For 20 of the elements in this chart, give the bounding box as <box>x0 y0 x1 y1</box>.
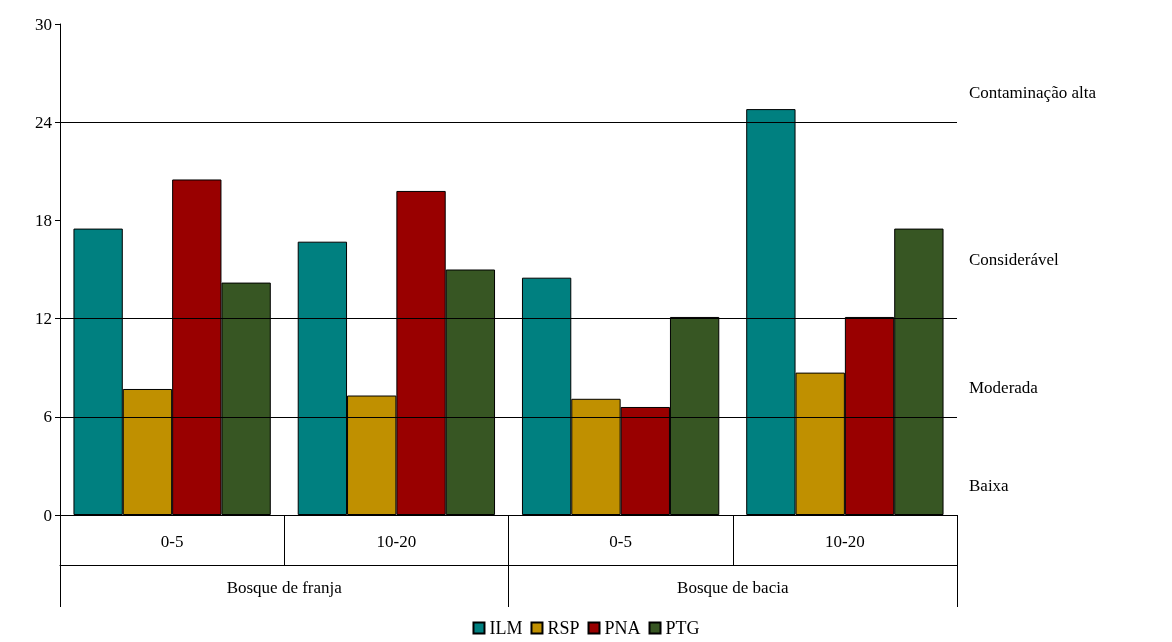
y-tick-label: 0 <box>43 505 52 525</box>
text: Moderada <box>969 377 1039 397</box>
text: Bosque de bacia <box>677 578 789 597</box>
legend-label: PNA <box>604 618 641 638</box>
text: Considerável <box>969 250 1059 270</box>
y-tick-label: 24 <box>35 112 53 132</box>
text: Contaminação alta <box>969 83 1097 103</box>
x-tick-label: 10-20 <box>825 532 865 551</box>
x-tick-label: 10-20 <box>376 532 417 551</box>
y-tick-label: 6 <box>43 407 52 427</box>
y-tick-label: 12 <box>35 309 52 329</box>
x-tick-label: 0-5 <box>160 532 184 551</box>
legend-label: PTG <box>665 618 700 638</box>
x-tick-label: 0-5 <box>609 532 632 551</box>
text: Baixa <box>969 476 1010 496</box>
y-tick-label: 18 <box>35 210 52 230</box>
legend-label: RSP <box>547 618 580 638</box>
legend-label: ILM <box>489 618 523 638</box>
text: Bosque de franja <box>226 578 343 597</box>
y-tick-label: 30 <box>35 14 52 34</box>
